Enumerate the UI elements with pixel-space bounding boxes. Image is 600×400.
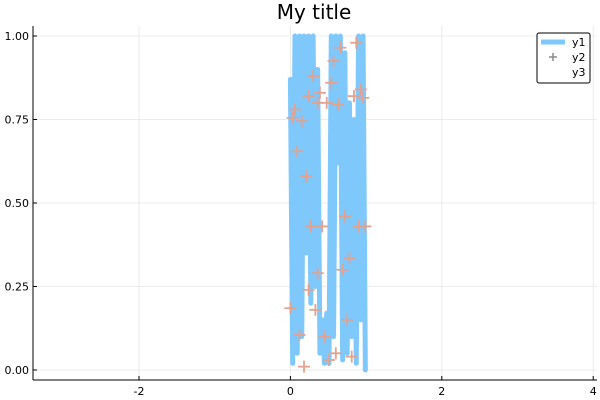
series-y2-point bbox=[302, 90, 315, 103]
series-y2-point bbox=[304, 220, 317, 233]
series-y2-point bbox=[295, 115, 308, 128]
series-y2-point bbox=[323, 353, 336, 366]
series-group bbox=[284, 33, 372, 373]
series-y2-point bbox=[318, 330, 331, 343]
series-y2-point bbox=[311, 96, 324, 109]
series-y2-point bbox=[354, 83, 367, 96]
legend-label-y2: y2 bbox=[572, 51, 586, 64]
series-y2-point bbox=[309, 303, 322, 316]
series-y2-point bbox=[334, 41, 347, 54]
y-tick-label: 0.00 bbox=[5, 364, 30, 377]
series-y2-point bbox=[300, 170, 313, 183]
axes bbox=[32, 26, 597, 381]
series-y2-point bbox=[350, 36, 363, 49]
series-y2-point bbox=[338, 210, 351, 223]
series-y2-point bbox=[325, 76, 338, 89]
x-tick-label: 4 bbox=[590, 385, 597, 398]
tick-labels: -2 0 2 4 0.00 0.25 0.50 0.75 1.00 bbox=[5, 30, 597, 398]
x-tick-label: 0 bbox=[287, 385, 294, 398]
series-y2-point bbox=[284, 302, 297, 315]
y-tick-label: 0.50 bbox=[5, 197, 30, 210]
legend-label-y1: y1 bbox=[572, 36, 586, 49]
series-y2-point bbox=[357, 91, 370, 104]
series-y1-line bbox=[287, 33, 368, 373]
series-y2-point bbox=[341, 313, 354, 326]
series-y2-point bbox=[347, 90, 360, 103]
series-y2-point bbox=[288, 103, 301, 116]
x-tick-label: 2 bbox=[438, 385, 445, 398]
series-y2-point bbox=[336, 263, 349, 276]
series-y2-point bbox=[329, 347, 342, 360]
legend-label-y3: y3 bbox=[572, 66, 586, 79]
series-y2-point bbox=[291, 145, 304, 158]
series-y2-point bbox=[307, 70, 320, 83]
x-tick-label: -2 bbox=[134, 385, 145, 398]
series-y2-point bbox=[298, 360, 311, 373]
legend-box bbox=[536, 32, 591, 84]
legend: y1 y2 y3 bbox=[536, 32, 591, 84]
series-y2-point bbox=[332, 98, 345, 111]
series-y2-point bbox=[293, 328, 306, 341]
plot-area bbox=[284, 33, 372, 373]
series-y2-point bbox=[345, 350, 358, 363]
series-y2-point bbox=[316, 220, 329, 233]
chart-title: My title bbox=[277, 0, 352, 24]
y-tick-label: 0.25 bbox=[5, 280, 30, 293]
y-tick-label: 1.00 bbox=[5, 30, 30, 43]
series-y2-point bbox=[313, 86, 326, 99]
series-y2-point bbox=[311, 267, 324, 280]
series-y2-point bbox=[302, 283, 315, 296]
series-y2-point bbox=[327, 55, 340, 68]
y-tick-label: 0.75 bbox=[5, 114, 30, 127]
series-y2-point bbox=[343, 252, 356, 265]
series-y2-point bbox=[286, 111, 299, 124]
series-y2-point bbox=[359, 220, 372, 233]
